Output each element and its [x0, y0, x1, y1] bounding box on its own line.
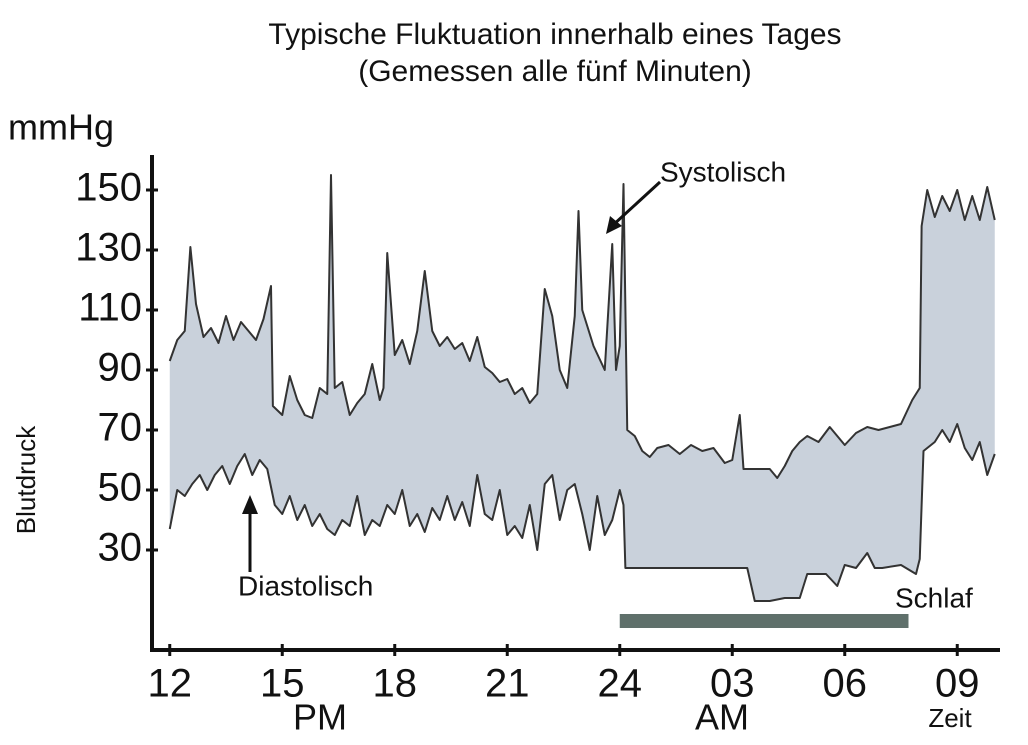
x-tick-label: 18	[373, 662, 418, 706]
x-tick-label: 12	[148, 662, 193, 706]
sleep-bar	[619, 614, 909, 628]
sleep-label: Schlaf	[895, 582, 973, 613]
x-tick-label: 03	[710, 662, 755, 706]
y-tick-label: 90	[98, 346, 143, 390]
period-label: PM	[293, 697, 347, 738]
chart-subtitle: (Gemessen alle fünf Minuten)	[358, 55, 752, 88]
period-label: AM	[695, 697, 749, 738]
y-tick-label: 70	[98, 406, 143, 450]
annotation: Diastolisch	[238, 570, 373, 601]
y-tick-label: 110	[78, 286, 142, 330]
x-axis-label: Zeit	[928, 703, 972, 733]
unit-label: mmHg	[8, 107, 114, 148]
plot	[168, 174, 996, 602]
y-tick-label: 130	[75, 226, 142, 270]
y-axis-label: Blutdruck	[11, 425, 41, 534]
chart-title: Typische Fluktuation innerhalb eines Tag…	[268, 18, 841, 51]
x-tick-label: 24	[598, 662, 643, 706]
x-tick-label: 21	[485, 662, 530, 706]
annotation-arrow	[610, 180, 662, 228]
annotation-arrowhead	[242, 495, 258, 514]
annotation-arrowhead	[606, 216, 622, 234]
x-tick-label: 09	[935, 662, 980, 706]
x-tick-label: 06	[823, 662, 868, 706]
y-tick-label: 50	[98, 466, 143, 510]
x-tick-label: 15	[260, 662, 305, 706]
y-tick-label: 30	[98, 526, 143, 570]
series-line	[168, 423, 996, 602]
series-line	[168, 174, 996, 479]
annotation: Systolisch	[660, 156, 786, 187]
band-fill	[169, 175, 995, 601]
y-tick-label: 150	[75, 166, 142, 210]
